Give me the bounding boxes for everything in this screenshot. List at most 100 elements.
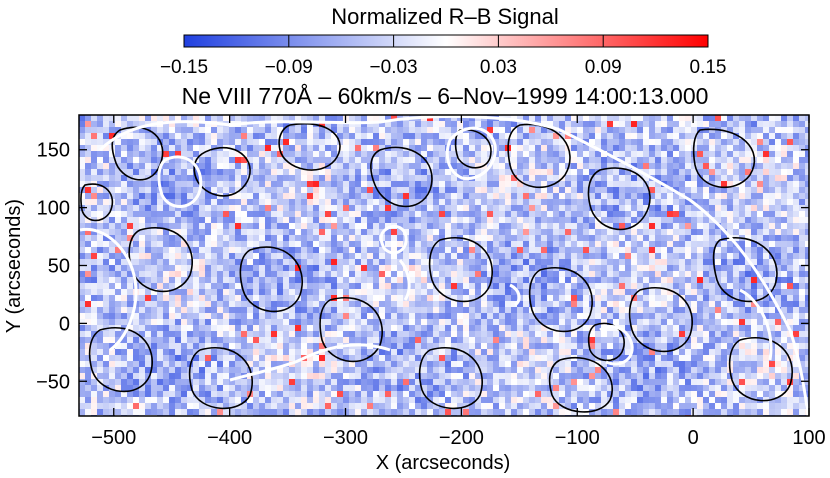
heatmap-cell bbox=[613, 193, 619, 199]
heatmap-cell bbox=[385, 169, 391, 175]
heatmap-cell bbox=[205, 163, 211, 169]
heatmap-cell bbox=[115, 205, 121, 211]
heatmap-cell bbox=[133, 211, 139, 217]
heatmap-cell bbox=[757, 175, 763, 181]
heatmap-cell bbox=[523, 289, 529, 295]
heatmap-cell bbox=[457, 259, 463, 265]
heatmap-cell bbox=[439, 229, 445, 235]
heatmap-cell bbox=[637, 247, 643, 253]
heatmap-cell bbox=[511, 253, 517, 259]
heatmap-cell bbox=[265, 211, 271, 217]
heatmap-cell bbox=[181, 139, 187, 145]
heatmap-cell bbox=[313, 127, 319, 133]
heatmap-cell bbox=[793, 301, 799, 307]
heatmap-cell bbox=[685, 259, 691, 265]
heatmap-cell bbox=[571, 313, 577, 319]
heatmap-cell bbox=[751, 241, 757, 247]
heatmap-cell bbox=[157, 115, 163, 121]
heatmap-cell bbox=[253, 277, 259, 283]
heatmap-cell bbox=[259, 313, 265, 319]
heatmap-cell bbox=[91, 229, 97, 235]
heatmap-cell bbox=[535, 133, 541, 139]
heatmap-cell bbox=[697, 337, 703, 343]
heatmap-cell bbox=[595, 223, 601, 229]
heatmap-cell bbox=[295, 217, 301, 223]
heatmap-cell bbox=[109, 295, 115, 301]
heatmap-cell bbox=[427, 121, 433, 127]
heatmap-cell bbox=[511, 193, 517, 199]
heatmap-cell bbox=[349, 271, 355, 277]
heatmap-cell bbox=[781, 349, 787, 355]
heatmap-cell bbox=[505, 331, 511, 337]
heatmap-cell bbox=[127, 265, 133, 271]
heatmap-cell bbox=[457, 349, 463, 355]
heatmap-cell bbox=[85, 187, 91, 193]
heatmap-cell bbox=[625, 313, 631, 319]
heatmap-cell bbox=[637, 277, 643, 283]
heatmap-cell bbox=[505, 163, 511, 169]
heatmap-cell bbox=[655, 187, 661, 193]
heatmap-cell bbox=[127, 355, 133, 361]
heatmap-cell bbox=[127, 187, 133, 193]
heatmap-cell bbox=[661, 343, 667, 349]
heatmap-cell bbox=[223, 115, 229, 121]
heatmap-cell bbox=[205, 175, 211, 181]
heatmap-cell bbox=[769, 205, 775, 211]
heatmap-cell bbox=[403, 181, 409, 187]
heatmap-cell bbox=[253, 319, 259, 325]
heatmap-cell bbox=[103, 175, 109, 181]
heatmap-cell bbox=[547, 271, 553, 277]
heatmap-cell bbox=[181, 325, 187, 331]
heatmap-cell bbox=[367, 199, 373, 205]
heatmap-cell bbox=[307, 163, 313, 169]
heatmap-cell bbox=[427, 337, 433, 343]
heatmap-cell bbox=[325, 355, 331, 361]
heatmap-cell bbox=[433, 331, 439, 337]
heatmap-cell bbox=[133, 313, 139, 319]
heatmap-cell bbox=[529, 127, 535, 133]
heatmap-cell bbox=[181, 271, 187, 277]
heatmap-cell bbox=[181, 343, 187, 349]
heatmap-cell bbox=[685, 289, 691, 295]
heatmap-cell bbox=[403, 343, 409, 349]
heatmap-cell bbox=[805, 163, 809, 169]
heatmap-cell bbox=[355, 169, 361, 175]
heatmap-cell bbox=[541, 211, 547, 217]
heatmap-cell bbox=[283, 223, 289, 229]
heatmap-cell bbox=[331, 211, 337, 217]
heatmap-cell bbox=[595, 157, 601, 163]
heatmap-cell bbox=[373, 193, 379, 199]
heatmap-cell bbox=[391, 271, 397, 277]
heatmap-cell bbox=[121, 157, 127, 163]
heatmap-cell bbox=[763, 259, 769, 265]
heatmap-cell bbox=[97, 337, 103, 343]
heatmap-cell bbox=[331, 313, 337, 319]
heatmap-cell bbox=[703, 241, 709, 247]
heatmap-cell bbox=[553, 157, 559, 163]
heatmap-cell bbox=[709, 133, 715, 139]
heatmap-cell bbox=[181, 337, 187, 343]
heatmap-cell bbox=[151, 211, 157, 217]
heatmap-cell bbox=[529, 283, 535, 289]
heatmap-cell bbox=[781, 127, 787, 133]
heatmap-cell bbox=[241, 349, 247, 355]
heatmap-cell bbox=[331, 337, 337, 343]
heatmap-cell bbox=[319, 175, 325, 181]
heatmap-cell bbox=[163, 163, 169, 169]
heatmap-cell bbox=[685, 163, 691, 169]
heatmap-cell bbox=[343, 193, 349, 199]
heatmap-cell bbox=[379, 145, 385, 151]
heatmap-cell bbox=[85, 343, 91, 349]
heatmap-cell bbox=[271, 295, 277, 301]
heatmap-cell bbox=[781, 271, 787, 277]
heatmap-cell bbox=[775, 145, 781, 151]
heatmap-cell bbox=[799, 325, 805, 331]
heatmap-cell bbox=[415, 235, 421, 241]
heatmap-cell bbox=[559, 241, 565, 247]
heatmap-cell bbox=[271, 343, 277, 349]
heatmap-cell bbox=[793, 307, 799, 313]
heatmap-cell bbox=[493, 301, 499, 307]
heatmap-cell bbox=[787, 193, 793, 199]
heatmap-cell bbox=[595, 193, 601, 199]
heatmap-cell bbox=[649, 307, 655, 313]
